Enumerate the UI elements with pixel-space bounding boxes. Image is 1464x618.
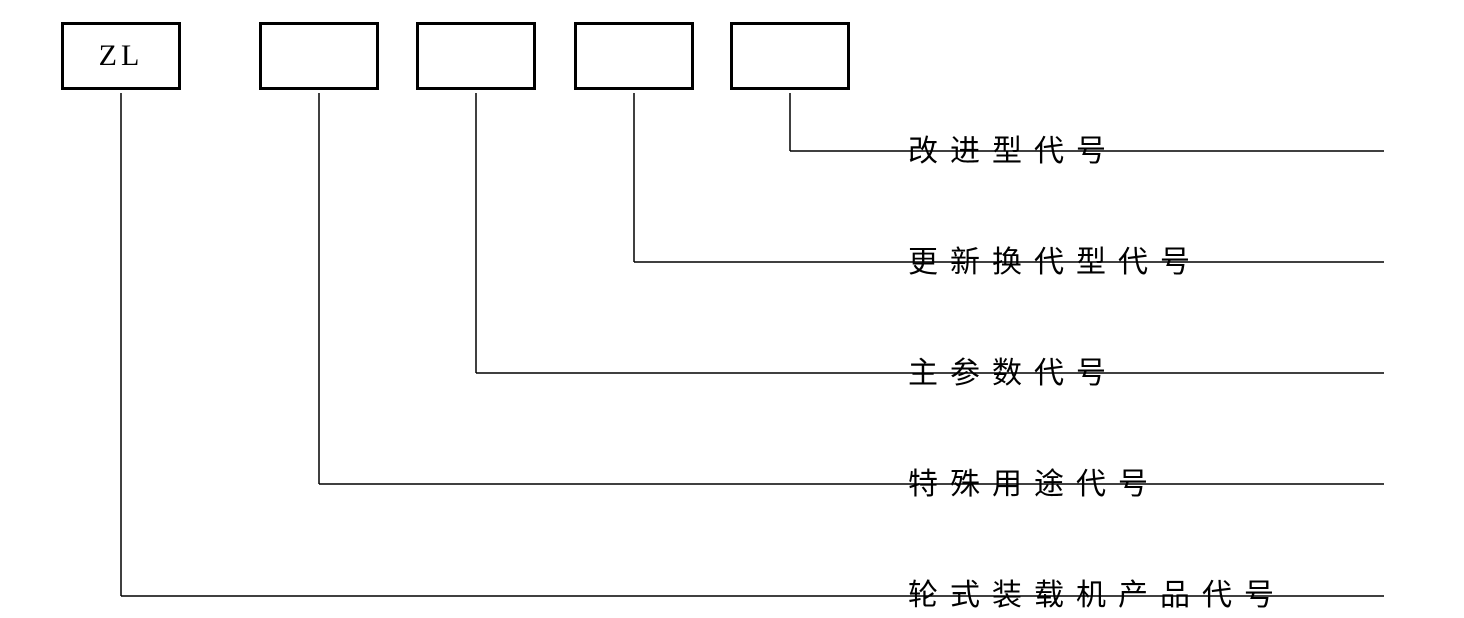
label-special-purpose: 特殊用途代号 <box>908 459 1160 503</box>
label-upgrade-model: 更新换代型代号 <box>908 237 1202 281</box>
code-box-1-text: ZL <box>99 39 144 73</box>
code-box-2 <box>259 22 379 90</box>
code-box-5 <box>730 22 850 90</box>
code-box-3 <box>416 22 536 90</box>
code-box-4 <box>574 22 694 90</box>
connector-lines <box>0 0 1464 618</box>
label-main-parameter: 主参数代号 <box>908 348 1118 392</box>
label-product-code: 轮式装载机产品代号 <box>908 570 1286 614</box>
label-improved-model: 改进型代号 <box>908 126 1118 170</box>
code-box-1: ZL <box>61 22 181 90</box>
